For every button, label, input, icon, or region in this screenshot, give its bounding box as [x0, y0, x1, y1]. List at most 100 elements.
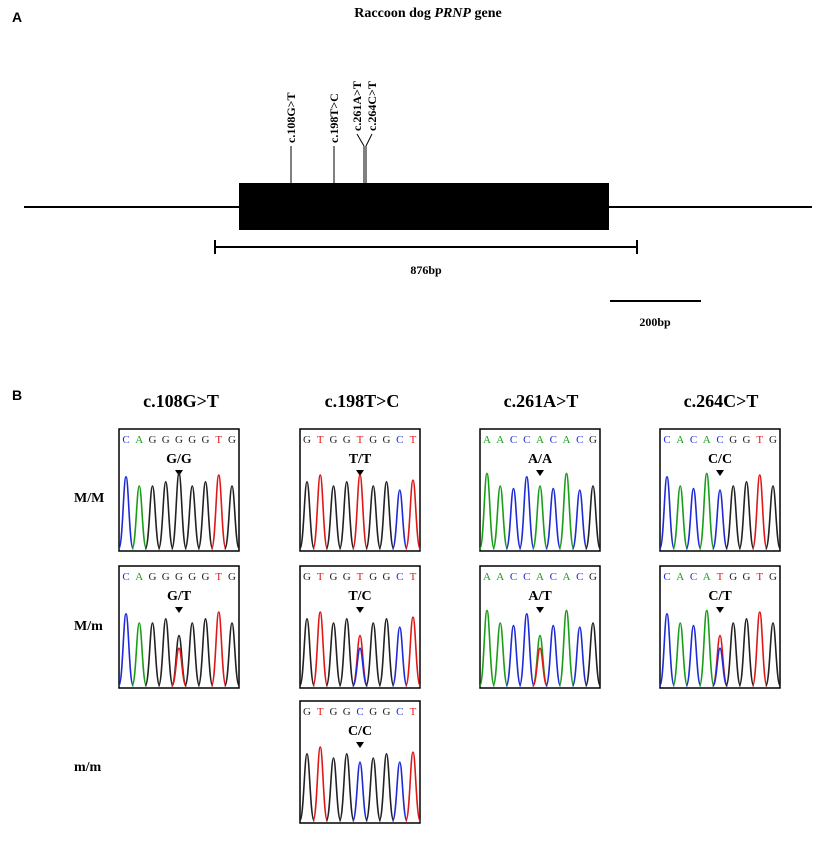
base-call: G — [175, 434, 183, 446]
snp-label-264: c.264C>T — [365, 81, 379, 131]
chromatogram-1-2: G T G G C G G C TC/C — [298, 700, 422, 824]
base-call: A — [135, 434, 143, 446]
trace-peak — [391, 626, 408, 687]
trace-peak — [545, 624, 562, 687]
trace-peak — [725, 622, 742, 687]
trace-peak — [338, 617, 355, 687]
trace-peak — [117, 475, 135, 550]
base-call: A — [496, 571, 504, 583]
base-call: A — [676, 571, 684, 583]
trace-peak — [711, 489, 729, 550]
trace-peak — [571, 626, 588, 687]
base-call: G — [769, 571, 777, 583]
trace-peak — [210, 611, 227, 687]
base-call: C — [396, 706, 403, 718]
trace-peak — [351, 761, 369, 822]
base-call: A — [563, 571, 571, 583]
base-call: C — [550, 571, 557, 583]
length-label: 876bp — [410, 263, 442, 277]
trace-peak — [157, 480, 174, 550]
trace-peak — [223, 485, 241, 550]
base-call: G — [330, 571, 338, 583]
scale-label: 200bp — [639, 315, 671, 329]
genotype-label: C/C — [708, 452, 732, 467]
position-arrow — [356, 742, 364, 748]
base-call: G — [589, 434, 597, 446]
trace-peak-secondary — [170, 647, 188, 687]
base-call: G — [303, 571, 311, 583]
base-call: G — [743, 571, 751, 583]
chromatogram-0-0: C A G G G G G T GG/G — [117, 428, 241, 552]
row-label-mm-homozygous: M/M — [74, 491, 104, 506]
trace-peak — [197, 617, 214, 687]
genotype-label: G/G — [166, 452, 192, 467]
chromatogram-traces: C A G G G G G T GG/GC A G G G G G T GG/TG T G G T G G C TT/TG T G G… — [117, 428, 782, 824]
trace-peak — [404, 616, 422, 687]
trace-peak — [197, 480, 214, 550]
chromatogram-3-1: C A C A T G G T GC/T — [658, 565, 782, 689]
base-call: C — [396, 571, 403, 583]
base-call: G — [369, 434, 377, 446]
genotype-label: T/T — [349, 452, 372, 467]
trace-peak — [492, 622, 509, 687]
trace-peak — [170, 472, 188, 550]
chromatogram-2-1: A A C C A C A C GA/T — [478, 565, 602, 689]
trace-peak — [325, 485, 342, 550]
trace-peak — [404, 751, 422, 822]
base-call: G — [330, 434, 338, 446]
base-call: G — [202, 434, 210, 446]
snp-label-108: c.108G>T — [284, 92, 298, 143]
trace-peak-secondary — [531, 647, 549, 687]
base-call: G — [228, 434, 236, 446]
trace-peak — [298, 480, 316, 550]
base-call: C — [690, 571, 697, 583]
row-label-minor-homozygous: m/m — [74, 760, 102, 775]
genotype-label: T/C — [348, 589, 371, 604]
trace-peak — [365, 757, 382, 822]
trace-peak — [338, 752, 355, 822]
base-call: C — [690, 434, 697, 446]
base-call: A — [703, 434, 711, 446]
trace-peak — [365, 622, 382, 687]
base-call: C — [356, 706, 363, 718]
trace-peak — [658, 612, 676, 687]
trace-peak — [518, 475, 535, 550]
position-arrow — [175, 607, 183, 613]
trace-peak — [378, 617, 395, 687]
base-call: T — [215, 434, 222, 446]
base-call: T — [317, 706, 324, 718]
trace-peak — [117, 612, 135, 687]
position-arrow — [536, 607, 544, 613]
base-call: G — [330, 706, 338, 718]
base-call: G — [175, 571, 183, 583]
trace-peak — [672, 485, 689, 550]
base-call: G — [343, 706, 351, 718]
trace-peak — [223, 622, 241, 687]
base-call: C — [396, 434, 403, 446]
base-call: G — [729, 571, 737, 583]
trace-peak — [685, 487, 702, 550]
trace-peak — [658, 475, 676, 550]
base-call: G — [228, 571, 236, 583]
trace-peak — [478, 472, 496, 550]
base-call: T — [317, 571, 324, 583]
trace-peak — [131, 622, 148, 687]
trace-peak — [505, 624, 522, 687]
base-call: T — [410, 434, 417, 446]
base-call: C — [716, 434, 723, 446]
trace-peak — [738, 480, 755, 550]
base-call: C — [122, 434, 129, 446]
panel-a-title-suffix: gene — [471, 6, 502, 21]
chromatogram-2-0: A A C C A C A C GA/A — [478, 428, 602, 552]
base-call: T — [317, 434, 324, 446]
base-call: G — [729, 434, 737, 446]
base-call: T — [357, 434, 364, 446]
trace-peak — [325, 757, 342, 822]
trace-peak — [531, 485, 549, 550]
base-call: A — [703, 571, 711, 583]
chromatogram-0-1: C A G G G G G T GG/T — [117, 565, 241, 689]
chromatogram-frame — [118, 565, 240, 689]
genotype-label: C/C — [348, 724, 372, 739]
trace-peak — [698, 472, 715, 550]
